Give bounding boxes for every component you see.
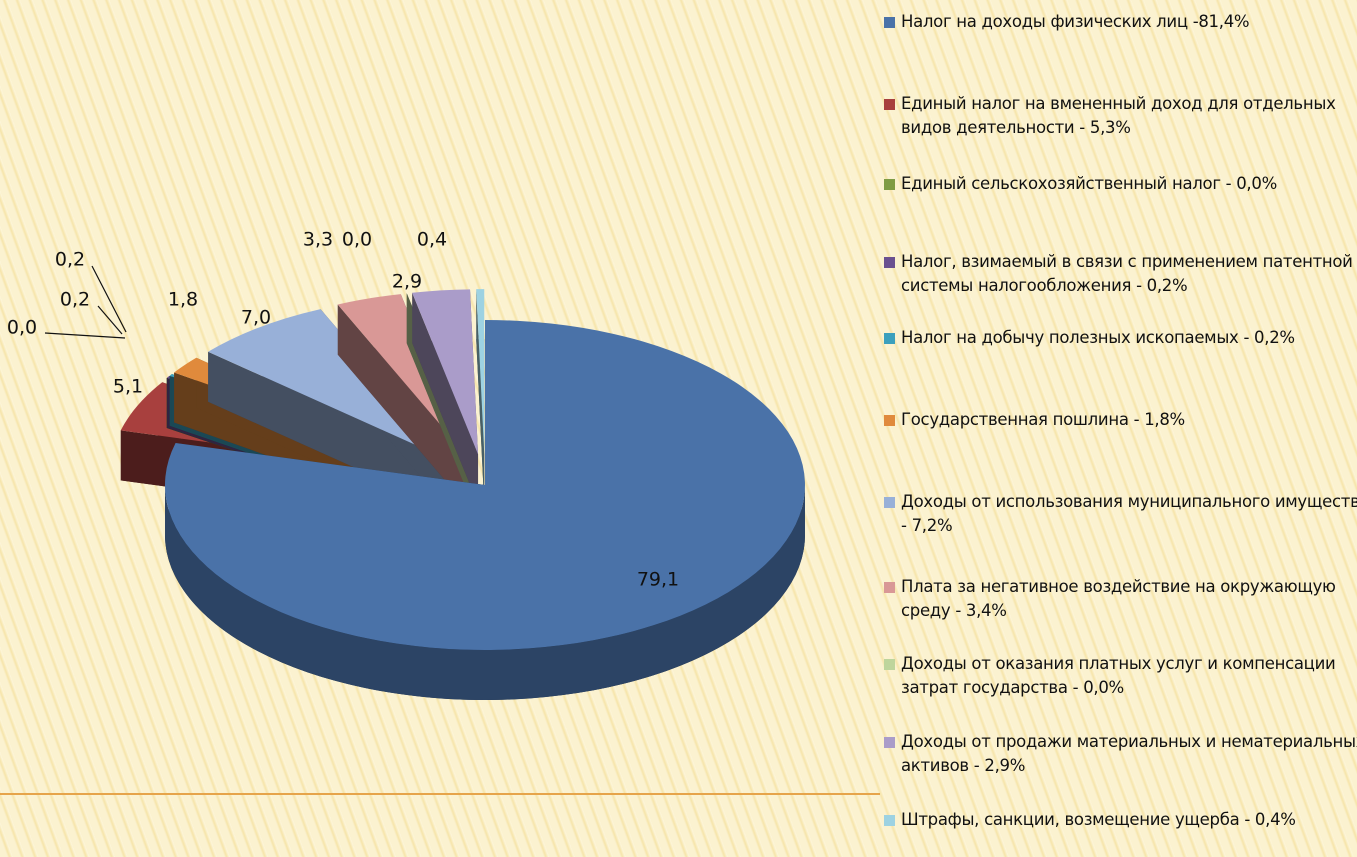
legend-label: Доходы от использования муниципального и… [901, 492, 1357, 535]
slice [164, 320, 805, 700]
legend-item: Единый налог на вмененный доход для отде… [882, 92, 1357, 140]
legend-swatch [884, 257, 895, 268]
legend-label: Единый сельскохозяйственный налог - 0,0% [901, 174, 1277, 193]
legend-label: Доходы от продажи материальных и нематер… [901, 732, 1357, 775]
legend-label: Налог на добычу полезных ископаемых - 0,… [901, 328, 1295, 347]
leader-line [44, 332, 126, 339]
legend-swatch [884, 415, 895, 426]
legend-item: Доходы от использования муниципального и… [882, 490, 1357, 538]
slice-top [164, 320, 805, 650]
slice-top [337, 294, 467, 456]
data-label: 79,1 [637, 569, 679, 591]
legend-swatch [884, 497, 895, 508]
legend-item: Государственная пошлина - 1,8% [882, 408, 1357, 432]
slice-wall [412, 292, 479, 505]
legend-item: Плата за негативное воздействие на окруж… [882, 575, 1357, 623]
legend-swatch [884, 737, 895, 748]
slice-top [412, 289, 479, 455]
slice-wall [208, 351, 450, 511]
data-label: 0,4 [417, 229, 447, 251]
slice [412, 289, 479, 505]
data-label: 0,0 [7, 317, 37, 339]
legend-swatch [884, 582, 895, 593]
legend-swatch [884, 659, 895, 670]
legend-swatch [884, 99, 895, 110]
data-label: 0,2 [55, 249, 85, 271]
legend-label: Плата за негативное воздействие на окруж… [901, 577, 1336, 620]
slice-wall [337, 304, 467, 506]
legend-item: Налог, взимаемый в связи с применением п… [882, 250, 1357, 298]
legend-item: Налог на доходы физических лиц -81,4% [882, 10, 1357, 34]
data-label: 5,1 [113, 376, 143, 398]
legend-swatch [884, 179, 895, 190]
legend-label: Налог, взимаемый в связи с применением п… [901, 252, 1353, 295]
leader-line [97, 305, 123, 335]
legend-item: Доходы от оказания платных услуг и компе… [882, 652, 1357, 700]
slice-top [208, 309, 450, 461]
slice-wall [476, 289, 485, 505]
slice-side [165, 485, 805, 700]
data-label: 2,9 [392, 271, 422, 293]
legend-item: Доходы от продажи материальных и нематер… [882, 730, 1357, 778]
data-label: 0,2 [60, 289, 90, 311]
slice-top [476, 289, 485, 455]
leader-line [91, 265, 127, 333]
slice [476, 289, 485, 505]
data-label: 1,8 [168, 289, 198, 311]
legend-label: Доходы от оказания платных услуг и компе… [901, 654, 1336, 697]
legend-label: Государственная пошлина - 1,8% [901, 410, 1185, 429]
legend-swatch [884, 333, 895, 344]
legend-item: Налог на добычу полезных ископаемых - 0,… [882, 326, 1357, 350]
data-label: 3,3 [303, 229, 333, 251]
legend-swatch [884, 17, 895, 28]
legend-item: Единый сельскохозяйственный налог - 0,0% [882, 172, 1357, 196]
legend-label: Единый налог на вмененный доход для отде… [901, 94, 1336, 137]
data-label: 0,0 [342, 229, 372, 251]
rule [0, 793, 880, 795]
chart: 79,1 5,1 0,0 0,2 0,2 1,8 7,0 3,3 0,0 2,9 0,4 [7, 229, 805, 700]
legend-label: Штрафы, санкции, возмещение ущерба - 0,4… [901, 810, 1296, 829]
legend-swatch [884, 815, 895, 826]
legend-item: Штрафы, санкции, возмещение ущерба - 0,4… [882, 808, 1357, 832]
legend-label: Налог на доходы физических лиц -81,4% [901, 12, 1250, 31]
data-label: 7,0 [241, 307, 271, 329]
